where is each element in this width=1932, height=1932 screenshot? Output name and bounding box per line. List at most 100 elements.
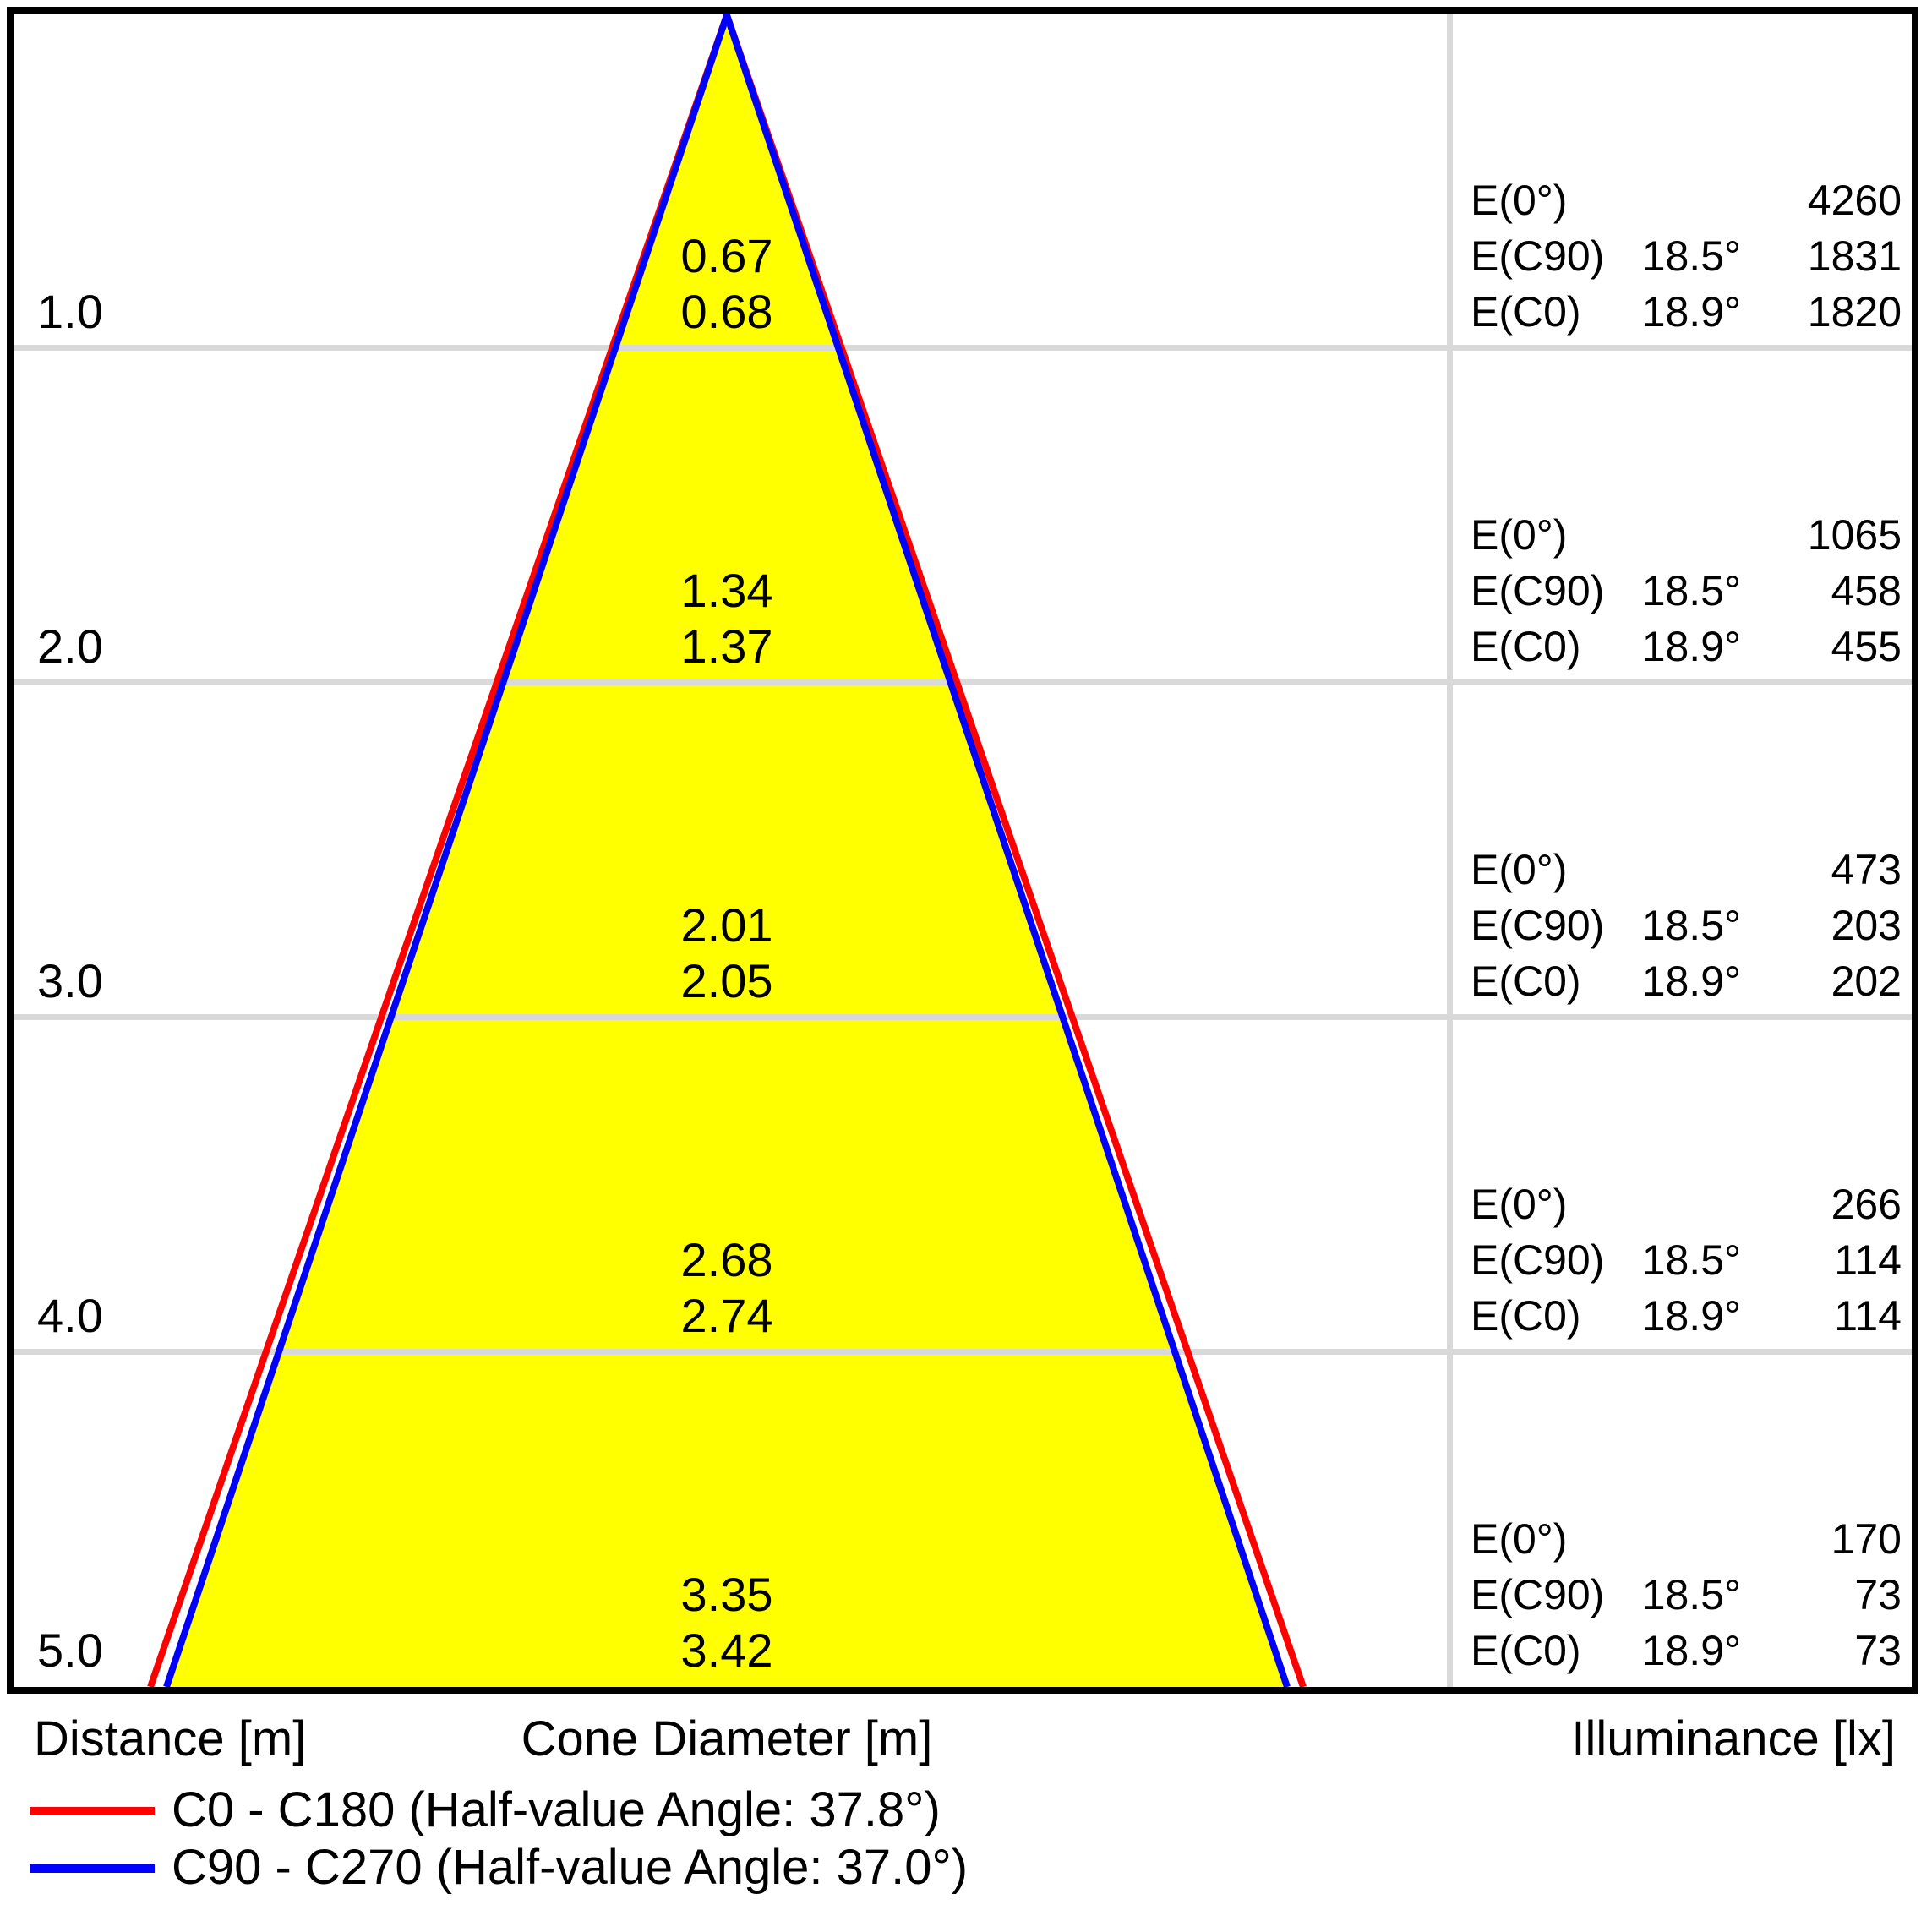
illuminance-value: 1820	[1807, 288, 1902, 336]
illuminance-label: E(C0)	[1471, 1627, 1581, 1674]
illuminance-angle: 18.9°	[1641, 1292, 1741, 1340]
illuminance-value: 170	[1831, 1515, 1902, 1563]
legend: C0 - C180 (Half-value Angle: 37.8°) C90 …	[7, 1782, 1918, 1897]
illuminance-value: 114	[1834, 1292, 1902, 1340]
illuminance-label: E(0°)	[1471, 1515, 1568, 1563]
illuminance-line: E(C90) 18.5° 1831	[1460, 228, 1907, 284]
illuminance-value: 266	[1831, 1181, 1902, 1228]
illuminance-label: E(C90)	[1471, 1571, 1605, 1618]
legend-row-c90: C90 - C270 (Half-value Angle: 37.0°)	[7, 1839, 1918, 1897]
illuminance-line: E(C90) 18.5° 114	[1460, 1232, 1907, 1288]
illuminance-label: E(0°)	[1471, 177, 1568, 224]
illuminance-value: 458	[1831, 567, 1902, 614]
cone-diameter-values-5m: 3.35 3.42	[558, 1567, 896, 1678]
distance-axis-label: Distance [m]	[34, 1711, 307, 1766]
cone-diameter-c90-3m: 2.01	[680, 898, 773, 952]
cone-diameter-values-1m: 0.67 0.68	[558, 228, 896, 340]
illuminance-label: E(C90)	[1471, 902, 1605, 949]
cone-diameter-c90-2m: 1.34	[680, 564, 773, 617]
illuminance-cell-5m: E(0°) 170 E(C90) 18.5° 73 E(C0) 18.9° 73	[1460, 1511, 1907, 1678]
illuminance-line: E(0°) 4260	[1460, 172, 1907, 228]
axis-labels: Distance [m] Cone Diameter [m] Illuminan…	[7, 1704, 1918, 1775]
distance-label-4m: 4.0	[37, 1289, 103, 1342]
illuminance-label: E(0°)	[1471, 1181, 1568, 1228]
distance-label-5m: 5.0	[37, 1624, 103, 1677]
illuminance-line: E(C0) 18.9° 202	[1460, 953, 1907, 1009]
illuminance-angle: 18.9°	[1641, 623, 1741, 670]
gridline-1m	[14, 345, 1912, 351]
illuminance-angle: 18.5°	[1641, 1571, 1741, 1618]
cone-diameter-axis-label: Cone Diameter [m]	[521, 1711, 933, 1766]
cone-diameter-c90-5m: 3.35	[680, 1568, 773, 1621]
illuminance-value: 203	[1831, 902, 1902, 949]
illuminance-angle: 18.5°	[1641, 567, 1741, 614]
illuminance-line: E(C0) 18.9° 455	[1460, 619, 1907, 674]
c90-c270-line	[163, 14, 1291, 1687]
gridline-3m	[14, 1014, 1912, 1020]
legend-row-c0: C0 - C180 (Half-value Angle: 37.8°)	[7, 1782, 1918, 1839]
c0-line-swatch	[30, 1807, 155, 1815]
illuminance-label: E(C0)	[1471, 288, 1581, 336]
illuminance-line: E(C90) 18.5° 73	[1460, 1567, 1907, 1623]
illuminance-value: 1065	[1807, 511, 1902, 559]
illuminance-angle: 18.5°	[1641, 1236, 1741, 1284]
illuminance-angle	[1614, 842, 1741, 898]
illuminance-angle: 18.9°	[1641, 958, 1741, 1005]
illuminance-label: E(C0)	[1471, 623, 1581, 670]
illuminance-line: E(C0) 18.9° 114	[1460, 1288, 1907, 1344]
cone-diameter-c90-1m: 0.67	[680, 229, 773, 282]
illuminance-value: 455	[1831, 623, 1902, 670]
c90-line-swatch	[30, 1864, 155, 1873]
illuminance-label: E(C90)	[1471, 232, 1605, 280]
illuminance-line: E(C0) 18.9° 73	[1460, 1623, 1907, 1678]
illuminance-line: E(0°) 473	[1460, 842, 1907, 898]
cone-diameter-c0-4m: 2.74	[680, 1289, 773, 1342]
illuminance-angle: 18.5°	[1641, 902, 1741, 949]
light-cone-chart	[14, 14, 1912, 1687]
illuminance-value: 4260	[1807, 177, 1902, 224]
distance-label-1m: 1.0	[37, 285, 103, 338]
cone-diagram-plot-area: 1.0 0.67 0.68 E(0°) 4260 E(C90) 18.5° 18…	[14, 14, 1912, 1687]
illuminance-value: 73	[1854, 1571, 1902, 1618]
illuminance-value: 1831	[1807, 232, 1902, 280]
illuminance-line: E(C90) 18.5° 458	[1460, 563, 1907, 619]
illuminance-value: 473	[1831, 846, 1902, 893]
c90-legend-label: C90 - C270 (Half-value Angle: 37.0°)	[172, 1840, 969, 1895]
illuminance-label: E(C0)	[1471, 1292, 1581, 1340]
illuminance-angle	[1614, 172, 1741, 228]
illuminance-angle	[1614, 1176, 1741, 1232]
illuminance-value: 202	[1831, 958, 1902, 1005]
illuminance-value: 114	[1834, 1236, 1902, 1284]
illuminance-cell-1m: E(0°) 4260 E(C90) 18.5° 1831 E(C0) 18.9°…	[1460, 172, 1907, 340]
illuminance-cell-3m: E(0°) 473 E(C90) 18.5° 203 E(C0) 18.9° 2…	[1460, 842, 1907, 1009]
c0-legend-label: C0 - C180 (Half-value Angle: 37.8°)	[172, 1782, 941, 1837]
illuminance-angle	[1614, 1511, 1741, 1567]
cone-diameter-c90-4m: 2.68	[680, 1233, 773, 1286]
illuminance-line: E(0°) 1065	[1460, 507, 1907, 563]
illuminance-angle: 18.9°	[1641, 1627, 1741, 1674]
distance-label-3m: 3.0	[37, 954, 103, 1007]
cone-diameter-values-2m: 1.34 1.37	[558, 563, 896, 674]
cone-diagram-frame: 1.0 0.67 0.68 E(0°) 4260 E(C90) 18.5° 18…	[7, 7, 1918, 1694]
distance-label-2m: 2.0	[37, 619, 103, 673]
cone-diameter-values-3m: 2.01 2.05	[558, 898, 896, 1009]
illuminance-label: E(C90)	[1471, 567, 1605, 614]
illuminance-line: E(0°) 170	[1460, 1511, 1907, 1567]
illuminance-axis-label: Illuminance [lx]	[1571, 1711, 1896, 1766]
illuminance-label: E(0°)	[1471, 511, 1568, 559]
cone-diameter-c0-2m: 1.37	[680, 619, 773, 673]
illuminance-line: E(C0) 18.9° 1820	[1460, 284, 1907, 340]
illuminance-column-divider	[1447, 14, 1453, 1687]
illuminance-cell-4m: E(0°) 266 E(C90) 18.5° 114 E(C0) 18.9° 1…	[1460, 1176, 1907, 1344]
illuminance-line: E(0°) 266	[1460, 1176, 1907, 1232]
gridline-4m	[14, 1349, 1912, 1355]
illuminance-label: E(C0)	[1471, 958, 1581, 1005]
illuminance-label: E(0°)	[1471, 846, 1568, 893]
cone-diameter-values-4m: 2.68 2.74	[558, 1232, 896, 1344]
illuminance-line: E(C90) 18.5° 203	[1460, 898, 1907, 953]
cone-diameter-c0-5m: 3.42	[680, 1624, 773, 1677]
illuminance-label: E(C90)	[1471, 1236, 1605, 1284]
illuminance-angle: 18.9°	[1641, 288, 1741, 336]
cone-fill	[166, 15, 1287, 1687]
illuminance-cell-2m: E(0°) 1065 E(C90) 18.5° 458 E(C0) 18.9° …	[1460, 507, 1907, 674]
